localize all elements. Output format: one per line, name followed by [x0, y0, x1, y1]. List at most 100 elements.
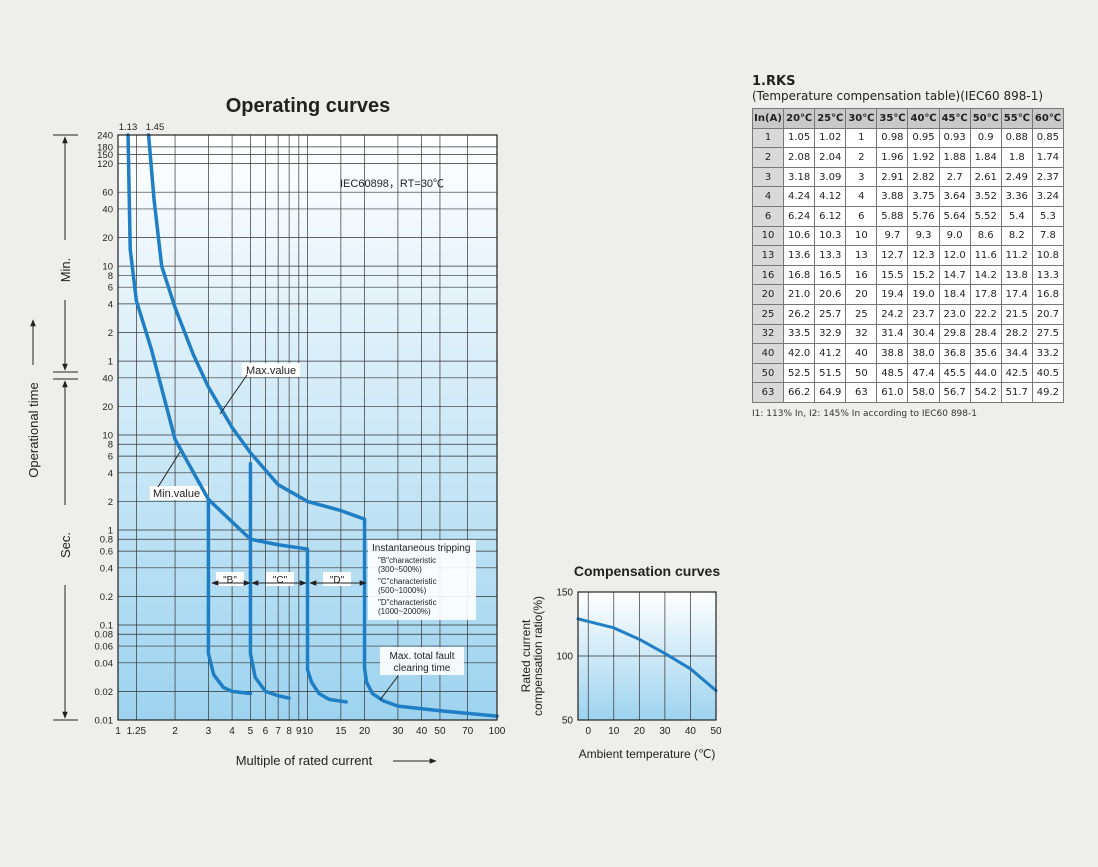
- plot-frame: [577, 591, 717, 721]
- curves: [576, 617, 718, 693]
- leader-line: [379, 675, 399, 701]
- x-tick-label: 40: [685, 726, 697, 737]
- table-cell: 32.9: [814, 323, 847, 345]
- table-cell: 13.8: [1000, 264, 1033, 286]
- column-header: 60℃: [1031, 108, 1065, 129]
- table-cell: 19.0: [907, 284, 940, 305]
- table-cell: 64.9: [814, 382, 847, 403]
- table-cell: 2.08: [783, 147, 816, 168]
- y-section-label: Min.: [58, 258, 73, 283]
- x-tick-label: 2: [172, 726, 178, 737]
- table-cell: 16.8: [1031, 284, 1065, 305]
- leaders: [30, 134, 437, 764]
- table-cell: 0.9: [969, 127, 1002, 149]
- table-cell: 56.7: [938, 382, 971, 403]
- table-cell: 33.5: [783, 323, 816, 345]
- x-tick-label: 50: [434, 726, 446, 737]
- table-cell: 13.3: [814, 245, 847, 266]
- y-tick-label: 100: [556, 652, 573, 663]
- y-tick-label: 50: [562, 716, 574, 727]
- table-row: 1 1.05 1.02 1 0.98 0.95 0.93 0.9 0.88 0.85: [751, 127, 1065, 149]
- table-row: 63 66.2 64.9 63 61.0 58.0 56.7 54.2 51.7 49.2: [751, 382, 1065, 403]
- table-cell: 36.8: [938, 343, 971, 364]
- column-header: 35℃: [876, 108, 909, 129]
- table-cell: 17.4: [1000, 284, 1033, 305]
- x-tick-label: 10: [302, 726, 314, 737]
- column-header: 25℃: [814, 108, 847, 129]
- table-cell: 26.2: [783, 303, 816, 325]
- header-row: In(A) 20℃ 25℃ 30℃ 35℃ 40℃ 45℃ 50℃ 55℃ 60℃: [751, 108, 1065, 129]
- table-cell: 11.2: [1000, 245, 1033, 266]
- curve: [126, 133, 348, 704]
- table-cell: 2.37: [1031, 166, 1065, 188]
- table-row: 13 13.6 13.3 13 12.7 12.3 12.0 11.6 11.2 10.8: [751, 245, 1065, 266]
- decorations: [150, 363, 476, 675]
- table-cell: 9.7: [876, 225, 909, 247]
- table-cell: 1.84: [969, 147, 1002, 168]
- x-tick-label: 50: [710, 726, 722, 737]
- table-subtitle: (Temperature compensation table)(IEC60 8…: [752, 89, 1044, 103]
- y-tick-label: 4: [108, 299, 113, 310]
- y-tick-label: 40: [102, 373, 113, 384]
- table-row: 4 4.24 4.12 4 3.88 3.75 3.64 3.52 3.36 3.24: [751, 186, 1065, 207]
- table-cell: 1.92: [907, 147, 940, 168]
- annotation: "B"characteristic: [378, 556, 436, 565]
- table-cell: 3.64: [938, 186, 971, 207]
- table-cell: 25: [845, 303, 878, 325]
- leader-line: [157, 451, 181, 488]
- table-cell: 10.6: [783, 225, 816, 247]
- table-cell: 16.8: [783, 264, 816, 286]
- annotation: (500~1000%): [378, 586, 427, 595]
- labels: 1 1.25 2 3 4 5 6 7 8 9 10 15 20 30 40 50 70 1002401801501…: [26, 95, 506, 768]
- table-cell: 5.76: [907, 205, 940, 227]
- y-tick-label: 180: [97, 142, 113, 153]
- table-cell: 16: [845, 264, 878, 286]
- annotation: 1.45: [146, 122, 165, 133]
- table-cell: 21.5: [1000, 303, 1033, 325]
- x-tick-label: 100: [489, 726, 506, 737]
- table-cell: 4.24: [783, 186, 816, 207]
- table-cell: 50: [751, 362, 785, 384]
- y-tick-label: 150: [556, 588, 573, 599]
- y-tick-label: 150: [97, 150, 113, 161]
- table-cell: 0.98: [876, 127, 909, 149]
- table-body: 1 1.05 1.02 1 0.98 0.95 0.93 0.9 0.88 0.85 2 2.08 2.…: [751, 127, 1065, 403]
- y-tick-label: 240: [97, 131, 113, 142]
- table-row: 25 26.2 25.7 25 24.2 23.7 23.0 22.2 21.5 20.7: [751, 303, 1065, 325]
- table-cell: 4: [845, 186, 878, 207]
- y-tick-label: 1: [108, 357, 113, 368]
- table-cell: 51.5: [814, 362, 847, 384]
- table-cell: 9.3: [907, 225, 940, 247]
- table-cell: 10: [751, 225, 785, 247]
- table-cell: 22.2: [969, 303, 1002, 325]
- table-cell: 32: [845, 323, 878, 345]
- table-cell: 1.8: [1000, 147, 1033, 168]
- table-cell: 1.96: [876, 147, 909, 168]
- annotation: 1.13: [119, 122, 138, 133]
- leader-line: [219, 374, 248, 415]
- column-header: 45℃: [938, 108, 971, 129]
- x-tick-label: 0: [585, 726, 591, 737]
- table-cell: 8.6: [969, 225, 1002, 247]
- table-cell: 6.12: [814, 205, 847, 227]
- table-cell: 1.74: [1031, 147, 1065, 168]
- table-cell: 63: [751, 382, 785, 403]
- table-cell: 3.24: [1031, 186, 1065, 207]
- table-cell: 3.09: [814, 166, 847, 188]
- column-header: 40℃: [907, 108, 940, 129]
- table-cell: 9.0: [938, 225, 971, 247]
- y-axis-label: Rated current: [519, 619, 533, 692]
- table-row: 10 10.6 10.3 10 9.7 9.3 9.0 8.6 8.2 7.8: [751, 225, 1065, 247]
- annotation: Instantaneous tripping: [372, 543, 470, 554]
- column-header: 55℃: [1000, 108, 1033, 129]
- annotation: "D"characteristic: [378, 598, 437, 607]
- annotation: Min.value: [153, 488, 200, 500]
- x-tick-label: 7: [275, 726, 281, 737]
- table-cell: 1: [751, 127, 785, 149]
- table-cell: 30.4: [907, 323, 940, 345]
- table-footnote: I1: 113% In, I2: 145% In according to IE…: [752, 408, 977, 419]
- chart-title: Compensation curves: [574, 563, 720, 579]
- table-cell: 14.2: [969, 264, 1002, 286]
- table-row: 16 16.8 16.5 16 15.5 15.2 14.7 14.2 13.8 13.3: [751, 264, 1065, 286]
